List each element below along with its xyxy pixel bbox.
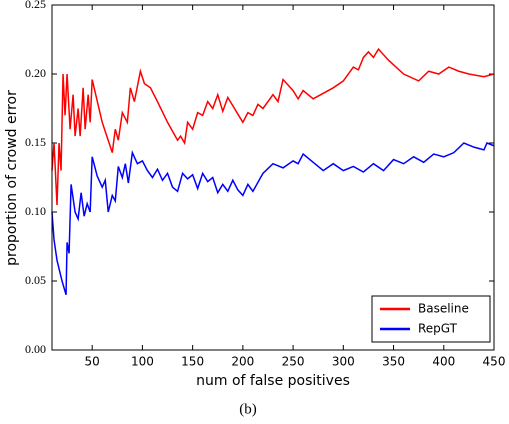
y-axis-label: proportion of crowd error <box>4 90 20 266</box>
y-tick-label: 0.00 <box>25 342 46 356</box>
y-tick-label: 0.10 <box>25 204 46 218</box>
x-tick-label: 250 <box>282 355 305 369</box>
y-tick-label: 0.15 <box>25 135 46 149</box>
x-tick-label: 400 <box>432 355 455 369</box>
plot-frame <box>51 4 495 351</box>
legend-box <box>371 295 491 343</box>
line <box>51 47 495 206</box>
x-axis-label: num of false positives <box>196 373 350 389</box>
caption: (b) <box>239 401 257 417</box>
x-tick-label: 300 <box>332 355 355 369</box>
x-tick-label: 150 <box>181 355 204 369</box>
y-tick-label: 0.05 <box>25 273 46 287</box>
x-tick-label: 450 <box>483 355 506 369</box>
y-tick-label: 0.20 <box>25 66 46 80</box>
x-tick-label: 100 <box>131 355 154 369</box>
y-tick-label: 0.25 <box>25 0 46 11</box>
x-tick-label: 200 <box>231 355 254 369</box>
line <box>51 142 495 296</box>
x-tick-label: 50 <box>85 355 100 369</box>
x-tick-label: 350 <box>382 355 405 369</box>
legend-label: Baseline <box>418 302 469 316</box>
legend-label: RepGT <box>418 322 458 336</box>
